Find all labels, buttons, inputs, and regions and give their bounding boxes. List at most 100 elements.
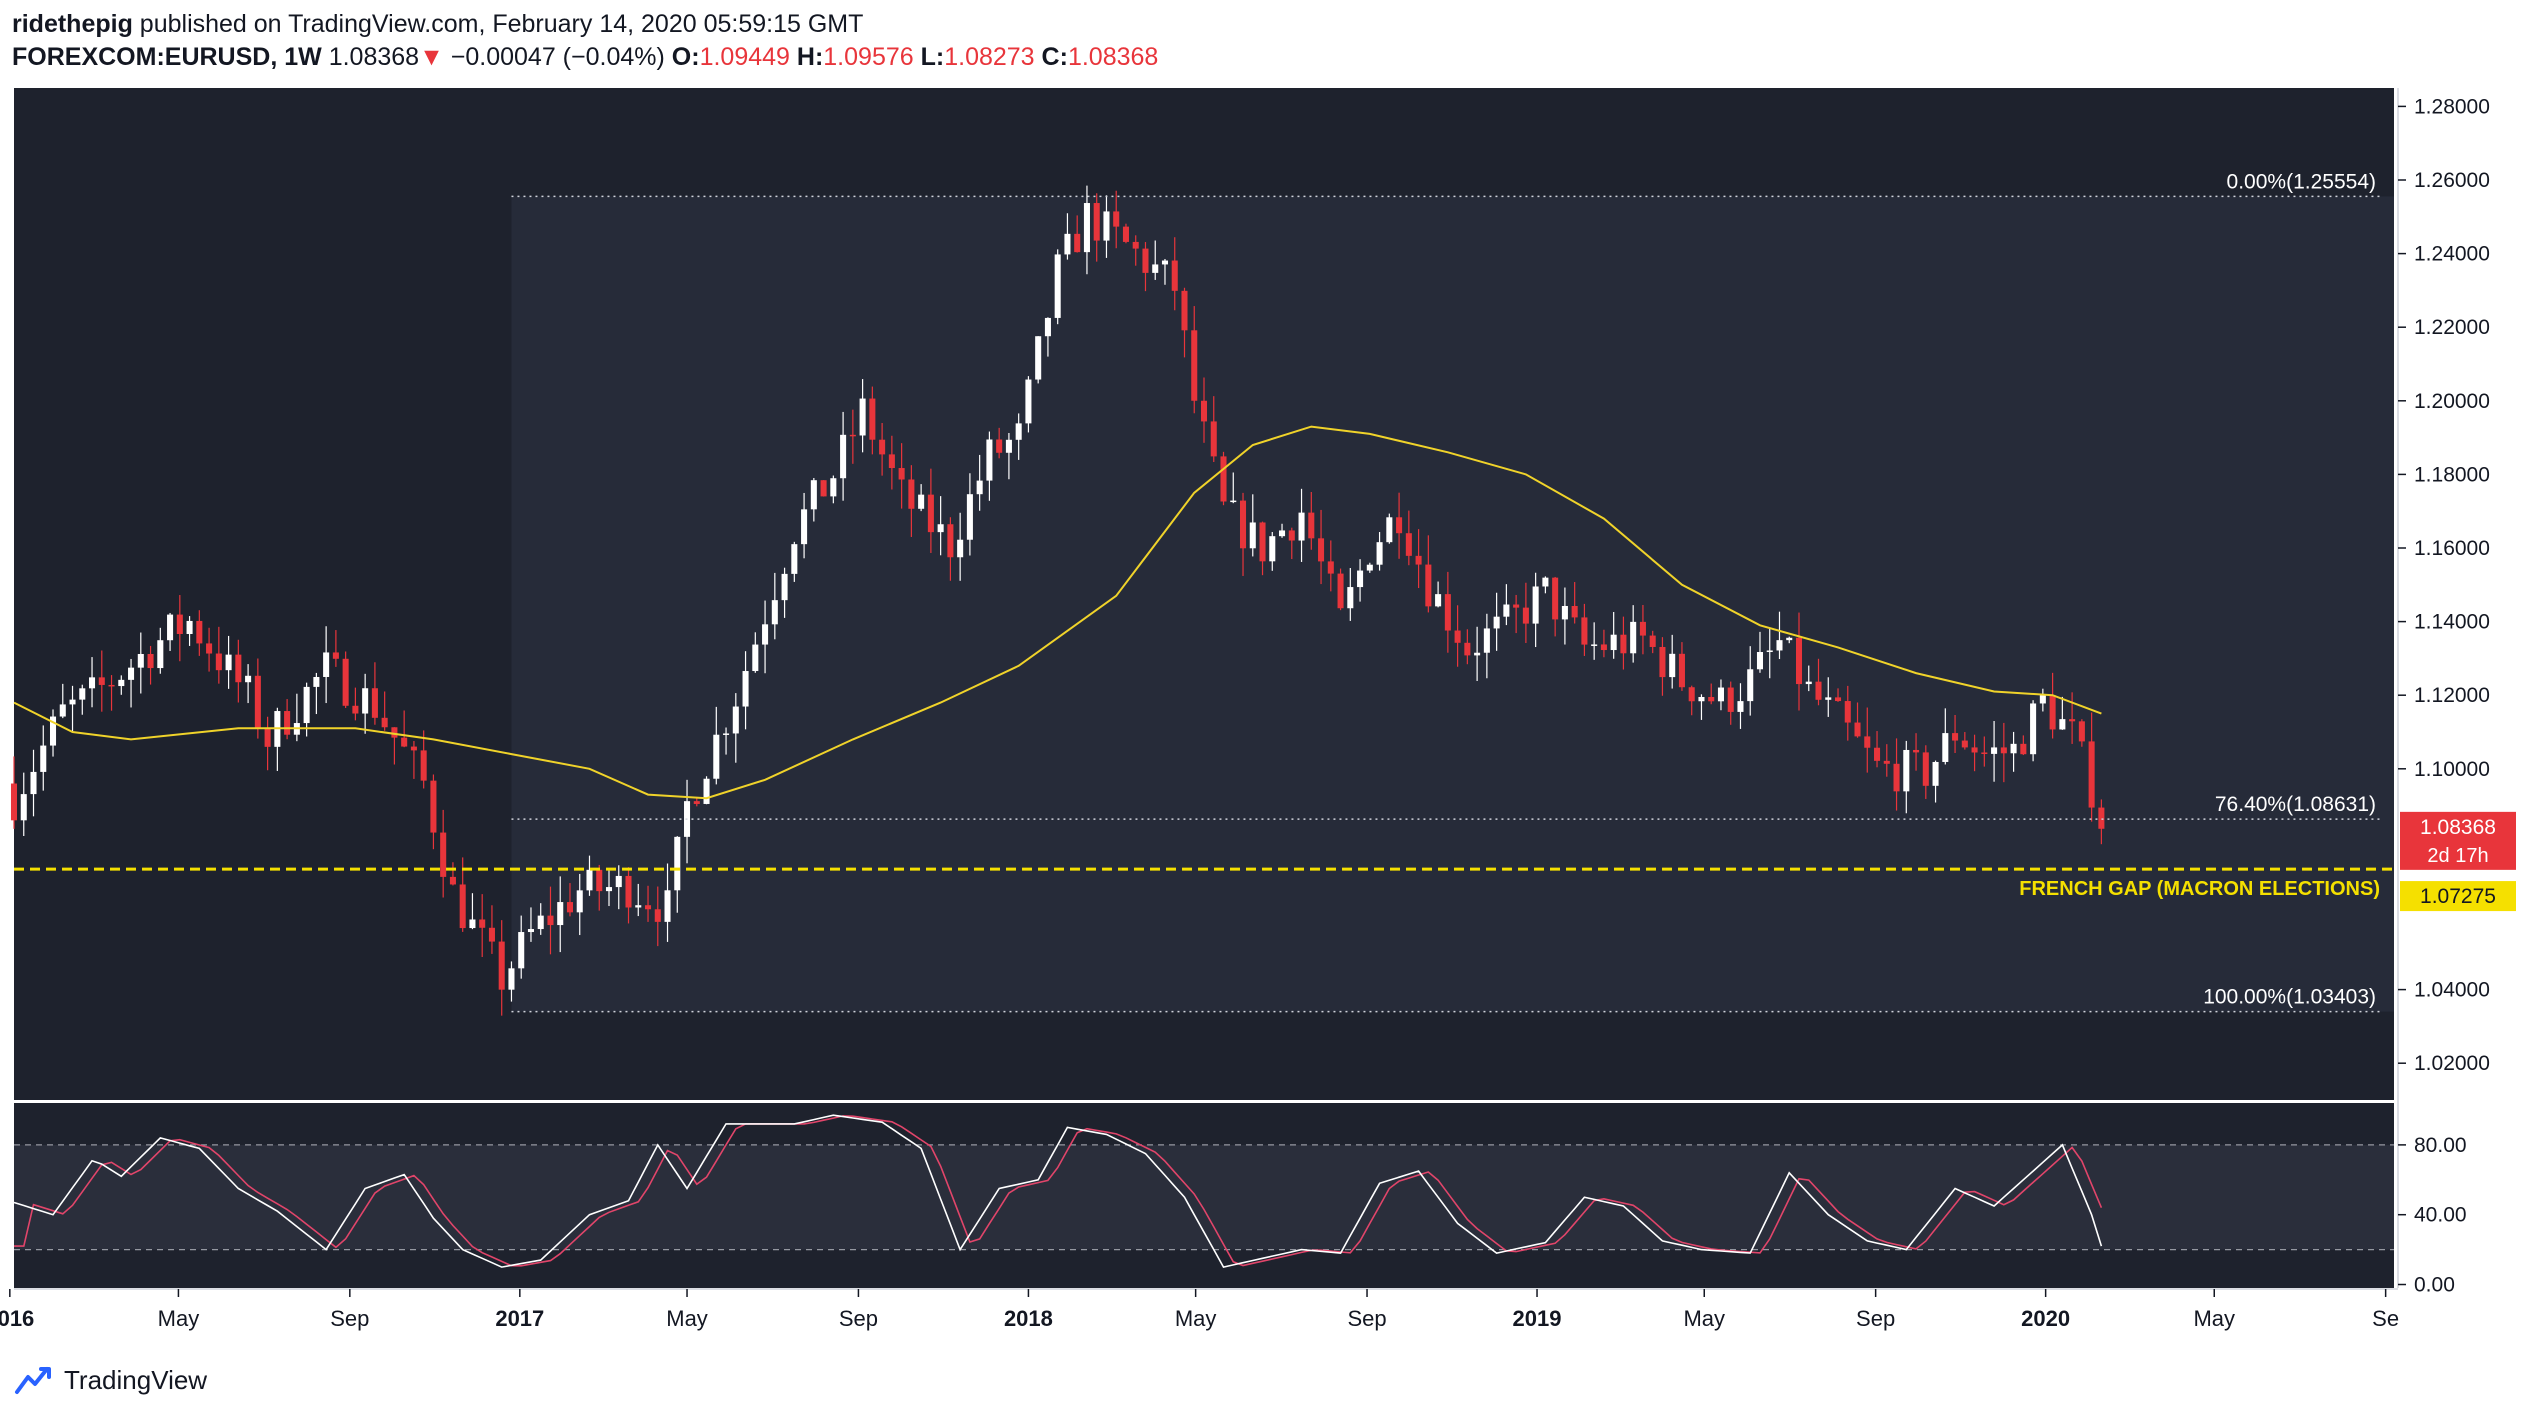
candle-down[interactable]	[332, 652, 339, 659]
candle-up[interactable]	[508, 968, 515, 990]
candle-up[interactable]	[527, 929, 534, 933]
brand-name[interactable]: TradingView	[64, 1364, 208, 1395]
candle-down[interactable]	[1552, 577, 1559, 620]
candle-up[interactable]	[1064, 233, 1071, 255]
candle-down[interactable]	[1981, 752, 1988, 754]
candle-down[interactable]	[1181, 290, 1188, 331]
candle-up[interactable]	[1542, 577, 1549, 587]
candle-down[interactable]	[1259, 522, 1266, 562]
candle-up[interactable]	[1025, 379, 1032, 424]
candle-up[interactable]	[976, 480, 983, 495]
candle-up[interactable]	[771, 600, 778, 625]
candle-down[interactable]	[1396, 517, 1403, 534]
candle-up[interactable]	[49, 716, 57, 746]
candle-up[interactable]	[1083, 203, 1090, 253]
candle-down[interactable]	[1239, 500, 1247, 549]
candle-up[interactable]	[1737, 701, 1744, 712]
candle-up[interactable]	[557, 902, 564, 926]
candle-up[interactable]	[1747, 669, 1754, 702]
candle-up[interactable]	[1991, 747, 1998, 754]
candle-up[interactable]	[40, 745, 47, 772]
candle-down[interactable]	[1620, 634, 1627, 654]
candle-up[interactable]	[664, 890, 671, 922]
candle-down[interactable]	[1659, 646, 1666, 678]
candle-up[interactable]	[586, 869, 593, 891]
candle-up[interactable]	[128, 667, 135, 680]
candle-up[interactable]	[1669, 653, 1676, 678]
candle-down[interactable]	[1874, 747, 1881, 761]
candle-down[interactable]	[381, 717, 388, 728]
candle-down[interactable]	[284, 711, 291, 735]
candle-up[interactable]	[1347, 587, 1354, 609]
candle-down[interactable]	[1678, 653, 1685, 688]
candle-down[interactable]	[2020, 743, 2027, 755]
candle-up[interactable]	[1776, 640, 1783, 651]
candle-down[interactable]	[420, 750, 427, 781]
candle-down[interactable]	[1844, 701, 1851, 723]
candle-up[interactable]	[1435, 594, 1442, 607]
candle-down[interactable]	[1288, 530, 1295, 541]
candle-up[interactable]	[576, 890, 583, 913]
candle-down[interactable]	[1210, 421, 1217, 457]
candle-up[interactable]	[791, 544, 798, 574]
candle-up[interactable]	[635, 905, 642, 908]
candle-down[interactable]	[1220, 456, 1227, 502]
candle-down[interactable]	[1639, 621, 1646, 636]
candle-down[interactable]	[1727, 687, 1734, 712]
candle-down[interactable]	[2088, 741, 2095, 808]
candle-up[interactable]	[810, 480, 817, 510]
candle-up[interactable]	[732, 706, 739, 734]
candle-up[interactable]	[605, 887, 613, 892]
stochastic-d-line[interactable]	[14, 1115, 2103, 1267]
candle-down[interactable]	[1581, 617, 1588, 645]
candle-up[interactable]	[801, 509, 808, 545]
candle-down[interactable]	[176, 614, 183, 635]
candle-down[interactable]	[206, 643, 213, 654]
candle-down[interactable]	[596, 869, 603, 892]
candle-down[interactable]	[1854, 722, 1861, 737]
candle-down[interactable]	[1952, 733, 1959, 741]
candle-down[interactable]	[1454, 630, 1461, 643]
candle-down[interactable]	[869, 398, 876, 440]
candle-down[interactable]	[1522, 607, 1529, 624]
candle-down[interactable]	[498, 941, 505, 990]
candle-down[interactable]	[1883, 760, 1890, 764]
candle-up[interactable]	[1152, 264, 1159, 273]
candle-down[interactable]	[996, 439, 1003, 453]
candle-down[interactable]	[264, 728, 271, 747]
candle-down[interactable]	[391, 727, 398, 738]
candle-down[interactable]	[10, 783, 18, 821]
candle-down[interactable]	[654, 909, 661, 922]
candle-up[interactable]	[1493, 616, 1500, 629]
candle-up[interactable]	[1279, 530, 1286, 537]
candle-up[interactable]	[225, 654, 232, 671]
candle-up[interactable]	[859, 398, 866, 436]
candle-up[interactable]	[957, 539, 964, 558]
candle-down[interactable]	[352, 705, 359, 714]
candle-up[interactable]	[118, 679, 125, 687]
candle-down[interactable]	[235, 654, 242, 683]
candle-down[interactable]	[1513, 604, 1520, 608]
candle-up[interactable]	[1532, 586, 1539, 624]
candle-down[interactable]	[820, 480, 827, 497]
candle-down[interactable]	[108, 684, 115, 687]
candle-down[interactable]	[2069, 719, 2076, 722]
candle-up[interactable]	[674, 836, 681, 891]
candle-down[interactable]	[440, 832, 447, 877]
candle-down[interactable]	[215, 653, 222, 671]
candle-up[interactable]	[1610, 634, 1617, 651]
stochastic-k-line[interactable]	[13, 1114, 2103, 1269]
candle-down[interactable]	[459, 884, 466, 929]
author-name[interactable]: ridethepig	[12, 10, 133, 38]
candle-down[interactable]	[1308, 512, 1315, 539]
candle-up[interactable]	[1298, 512, 1305, 541]
candle-down[interactable]	[371, 688, 378, 718]
candle-up[interactable]	[137, 653, 144, 668]
symbol-name[interactable]: FOREXCOM:EURUSD, 1W	[12, 43, 322, 71]
candle-down[interactable]	[1600, 644, 1607, 651]
candle-up[interactable]	[1249, 522, 1256, 549]
candle-up[interactable]	[1015, 423, 1022, 440]
candle-up[interactable]	[918, 494, 925, 509]
candle-down[interactable]	[693, 801, 700, 804]
